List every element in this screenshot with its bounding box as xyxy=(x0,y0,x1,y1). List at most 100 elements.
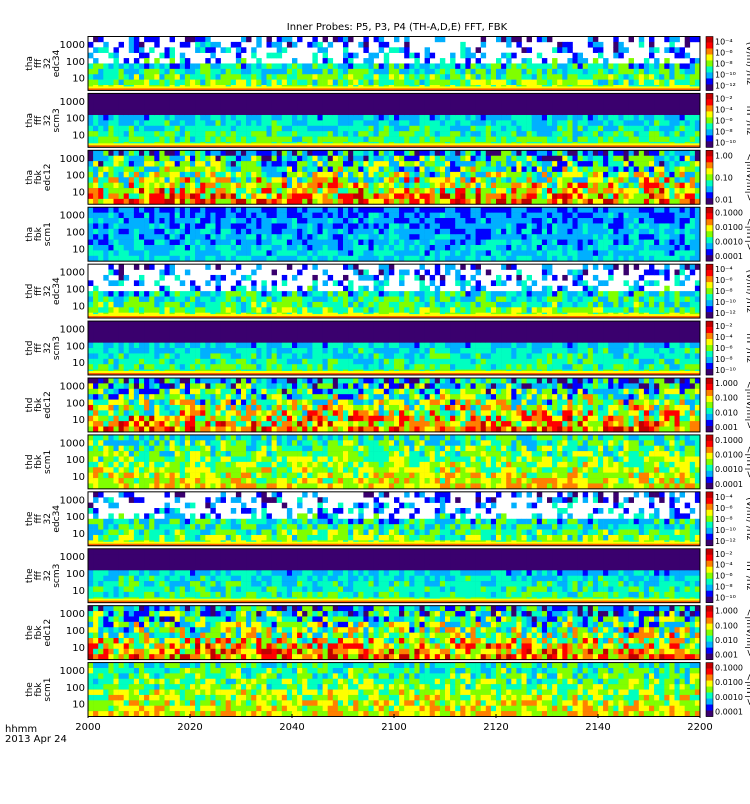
y-tick-label: 10 xyxy=(72,131,85,142)
colorbar-tick-label: 0.1000 xyxy=(715,208,743,217)
colorbar-unit-label: <|mV/m|> xyxy=(744,609,750,657)
colorbar-unit-label: nT²/Hz xyxy=(744,561,750,591)
date-label: 2013 Apr 24 xyxy=(5,734,67,745)
y-tick-label: 1000 xyxy=(60,666,85,677)
y-tick-label: 100 xyxy=(66,455,85,466)
colorbar-tick-label: 0.01 xyxy=(715,195,733,204)
panel-label: thafbkedc12 xyxy=(25,163,53,191)
colorbar-tick-label: 0.1000 xyxy=(715,664,743,673)
panel-label: thefbkscm1 xyxy=(25,677,53,701)
colorbar-unit-label: nT²/Hz xyxy=(744,106,750,136)
colorbar-tick-label: 10⁻⁸ xyxy=(715,127,733,136)
colorbar-tick-label: 10⁻¹² xyxy=(715,81,736,90)
colorbar-tick-label: 10⁻⁴ xyxy=(715,493,733,502)
y-tick-label: 1000 xyxy=(60,97,85,108)
time-format-label: hhmm xyxy=(5,724,37,735)
x-tick-label: 2140 xyxy=(585,722,610,733)
colorbar-unit-label: (V/m)²/Hz xyxy=(744,42,750,85)
colorbar-tick-label: 10⁻⁴ xyxy=(715,38,733,47)
panel-label: thafbkscm1 xyxy=(25,222,53,246)
colorbar-tick-label: 0.100 xyxy=(715,621,738,630)
y-tick-label: 1000 xyxy=(60,609,85,620)
x-axis: 2000 2020 2040 2100 2120 2140 2200 xyxy=(75,714,713,733)
colorbar-tick-label: 0.0100 xyxy=(715,451,743,460)
colorbar-tick-label: 10⁻¹⁰ xyxy=(715,138,736,147)
colorbar-tick-label: 10⁻⁴ xyxy=(715,333,733,342)
y-tick-label: 100 xyxy=(66,284,85,295)
colorbar-tick-label: 10⁻⁶ xyxy=(715,48,733,57)
colorbar-tick-label: 10⁻¹⁰ xyxy=(715,298,736,307)
colorbar-tick-label: 10⁻⁶ xyxy=(715,504,733,513)
y-tick-label: 1000 xyxy=(60,40,85,51)
colorbar-unit-label: nT²/Hz xyxy=(744,333,750,363)
colorbar-tick-label: 0.0010 xyxy=(715,693,743,702)
y-tick-label: 10 xyxy=(72,472,85,483)
panel-3: 10 100 1000 thafbkscm1 0.1000 0.0100 0.0010 0.0… xyxy=(25,206,750,262)
x-tick-label: 2200 xyxy=(687,722,712,733)
y-tick-label: 10 xyxy=(72,301,85,312)
y-tick-label: 1000 xyxy=(60,211,85,222)
y-tick-label: 100 xyxy=(66,228,85,239)
y-tick-label: 100 xyxy=(66,171,85,182)
y-tick-label: 100 xyxy=(66,114,85,125)
colorbar-tick-label: 0.0010 xyxy=(715,238,743,247)
colorbar-tick-label: 10⁻⁸ xyxy=(715,355,733,364)
panel-2: 10 100 1000 thafbkedc12 1.00 0.10 0.01 <|mV/m|> xyxy=(25,149,750,205)
y-tick-label: 1000 xyxy=(60,268,85,279)
colorbar-tick-label: 0.0100 xyxy=(715,678,743,687)
panel-label: thafff32scm3 xyxy=(25,108,62,132)
chart-title: Inner Probes: P5, P3, P4 (TH-A,D,E) FFT,… xyxy=(287,22,508,33)
colorbar-tick-label: 10⁻⁸ xyxy=(715,287,733,296)
colorbar-tick-label: 1.00 xyxy=(715,151,733,160)
y-tick-label: 10 xyxy=(72,643,85,654)
panel-label: thefff32scm3 xyxy=(25,564,62,588)
colorbar-unit-label: <|nT|> xyxy=(744,218,750,250)
y-tick-label: 100 xyxy=(66,626,85,637)
y-tick-label: 10 xyxy=(72,529,85,540)
colorbar-unit-label: (V/m)²/Hz xyxy=(744,497,750,540)
panel-label: thafff32edc34 xyxy=(25,49,62,77)
x-tick-label: 2120 xyxy=(483,722,508,733)
colorbar-tick-label: 10⁻¹⁰ xyxy=(715,70,736,79)
colorbar-tick-label: 0.100 xyxy=(715,394,738,403)
colorbar-tick-label: 10⁻¹² xyxy=(715,537,736,546)
y-tick-label: 1000 xyxy=(60,325,85,336)
y-tick-label: 10 xyxy=(72,586,85,597)
y-tick-label: 1000 xyxy=(60,495,85,506)
colorbar-tick-label: 10⁻⁴ xyxy=(715,265,733,274)
y-tick-label: 10 xyxy=(72,244,85,255)
y-tick-label: 1000 xyxy=(60,154,85,165)
y-tick-label: 10 xyxy=(72,415,85,426)
panel-label: thdfff32scm3 xyxy=(25,336,62,360)
y-tick-label: 1000 xyxy=(60,438,85,449)
colorbar-tick-label: 0.1000 xyxy=(715,436,743,445)
y-tick-label: 100 xyxy=(66,398,85,409)
colorbar-unit-label: (V/m)²/Hz xyxy=(744,270,750,313)
panel-label: thefbkedc12 xyxy=(25,619,53,647)
panel-7: 10 100 1000 thdfbkscm1 0.1000 0.0100 0.0010 0.0… xyxy=(25,434,750,490)
colorbar-tick-label: 10⁻⁸ xyxy=(715,583,733,592)
colorbar-unit-label: <|mV/m|> xyxy=(744,381,750,429)
colorbar-tick-label: 0.0001 xyxy=(715,708,743,717)
x-tick-label: 2100 xyxy=(381,722,406,733)
panel-label: thdfff32edc34 xyxy=(25,277,62,305)
panel-label: thdfbkscm1 xyxy=(25,450,53,474)
colorbar-tick-label: 10⁻² xyxy=(715,550,733,559)
colorbar-tick-label: 10⁻¹⁰ xyxy=(715,366,736,375)
colorbar-tick-label: 10⁻² xyxy=(715,322,733,331)
colorbar-tick-label: 0.0001 xyxy=(715,480,743,489)
y-tick-label: 100 xyxy=(66,512,85,523)
x-tick-label: 2000 xyxy=(75,722,100,733)
colorbar-tick-label: 10⁻⁶ xyxy=(715,276,733,285)
panels-group: 101001000thafff32edc3410⁻⁴10⁻⁶10⁻⁸10⁻¹⁰1… xyxy=(25,36,750,717)
y-tick-label: 100 xyxy=(66,569,85,580)
colorbar-tick-label: 0.001 xyxy=(715,423,738,432)
y-tick-label: 10 xyxy=(72,358,85,369)
colorbar-tick-label: 10⁻⁶ xyxy=(715,344,733,353)
